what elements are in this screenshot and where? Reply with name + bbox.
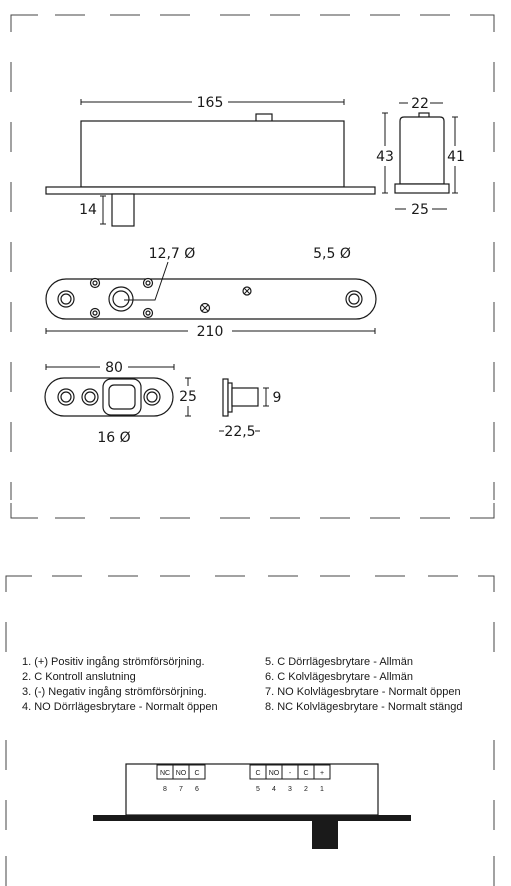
screw-marks [201,287,251,312]
strike-plate [44,377,174,417]
dim-strike-length [45,364,175,370]
dim-strike-length-label: 80 [105,360,123,376]
dim-hole-big-label: 12,7 Ø [149,246,196,262]
strike-side-view [222,378,259,417]
dim-side-height [219,387,269,432]
terminal-number: 1 [320,786,324,793]
legend-item: 6. C Kolvlägesbrytare - Allmän [265,671,413,683]
terminal-number: 3 [288,786,292,793]
terminal-number: 7 [179,786,183,793]
terminal-number: 5 [256,786,260,793]
legend-item: 2. C Kontroll anslutning [22,671,136,683]
dim-strike-hole-label: 16 Ø [97,430,130,446]
bolt-bottom [312,821,338,849]
dim-hole-big-leader [124,261,169,301]
lock-front-view [45,113,376,227]
dim-side [382,102,458,210]
dim-side-height-label: 9 [273,390,282,406]
dim-strike-height [185,377,191,417]
dim-width-bottom-label: 25 [411,202,429,218]
dim-bolt-label: 14 [79,202,97,218]
legend-item: 4. NO Dörrlägesbrytare - Normalt öppen [22,701,218,713]
dim-hole-small-label: 5,5 Ø [313,246,351,262]
legend-item: 7. NO Kolvlägesbrytare - Normalt öppen [265,686,461,698]
terminal-label: C [303,770,308,777]
terminal-label: C [255,770,260,777]
terminal-number: 2 [304,786,308,793]
dim-height-left-label: 43 [376,149,394,165]
terminal-label: NO [176,770,187,777]
dim-side-width-label: 22,5 [224,424,255,440]
dim-bolt [100,195,106,225]
dim-lock-length [80,99,345,105]
legend-item: 3. (-) Negativ ingång strömförsörjning. [22,686,207,698]
dim-plate-length-label: 210 [197,324,224,340]
frame-bottom [5,575,495,886]
terminal-label: NC [160,770,170,777]
legend-item: 8. NC Kolvlägesbrytare - Normalt stängd [265,701,462,713]
lock-side-view [394,112,450,194]
legend-item: 5. C Dörrlägesbrytare - Allmän [265,656,413,668]
dim-strike-height-label: 25 [179,389,197,405]
terminal-label: + [320,770,324,777]
frame-top [10,14,495,519]
terminal-block-left [156,764,206,780]
terminal-label: - [289,770,292,777]
terminal-number: 4 [272,786,276,793]
dim-height-right-label: 41 [447,149,465,165]
terminal-label: C [194,770,199,777]
dim-width-top-label: 22 [411,96,429,112]
dim-plate-length [45,328,376,334]
terminal-label: NO [269,770,280,777]
terminal-number: 6 [195,786,199,793]
mounting-plate [45,277,377,320]
legend-item: 1. (+) Positiv ingång strömförsörjning. [22,656,205,668]
terminal-block-right [249,764,331,780]
terminal-number: 8 [163,786,167,793]
mounting-plate-bottom [93,815,411,821]
dim-lock-length-label: 165 [197,95,224,111]
